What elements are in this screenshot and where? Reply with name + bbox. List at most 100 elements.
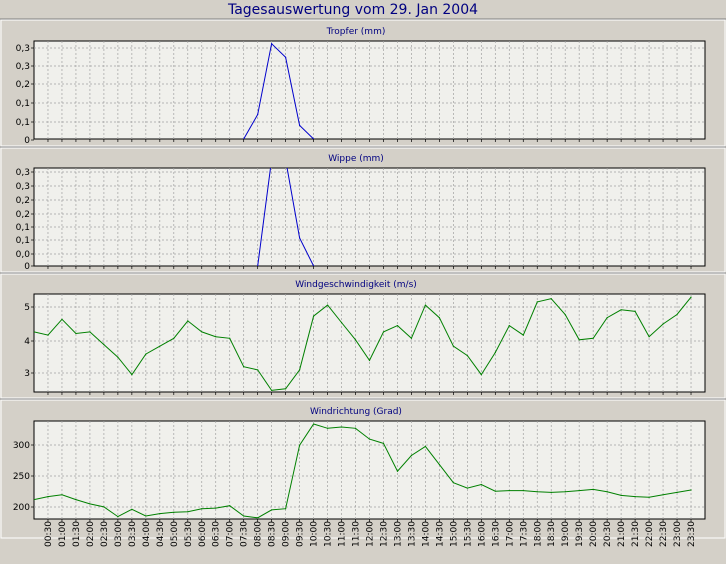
data-point [75, 332, 77, 335]
data-point [676, 491, 678, 493]
data-point [34, 331, 35, 333]
chart-title: Windgeschwindigkeit (m/s) [295, 280, 417, 290]
data-point [257, 517, 259, 519]
data-point [424, 304, 427, 306]
x-tick-label: 12:00 [366, 521, 376, 547]
data-point [173, 511, 175, 513]
data-point [145, 515, 147, 517]
data-point [368, 438, 371, 440]
data-point [271, 159, 272, 160]
data-point [466, 487, 468, 489]
data-point [424, 445, 427, 448]
panel-frame [0, 19, 726, 147]
data-point [480, 374, 482, 376]
data-point [61, 318, 63, 320]
data-point [438, 317, 440, 319]
x-tick-label: 22:30 [659, 521, 669, 547]
x-tick-label: 09:30 [296, 521, 306, 547]
chart-title: Wippe (mm) [328, 154, 384, 164]
data-point [103, 506, 105, 508]
x-tick-label: 17:00 [505, 521, 515, 547]
x-tick-label: 16:00 [477, 521, 487, 547]
y-tick-label: 0,1 [16, 118, 30, 128]
data-point [271, 43, 273, 45]
data-point [215, 336, 217, 338]
y-tick-label: 200 [13, 503, 30, 513]
data-point [452, 482, 454, 484]
data-point [396, 325, 399, 327]
y-tick-label: 300 [13, 441, 30, 451]
x-tick-label: 18:30 [547, 521, 557, 547]
x-tick-label: 10:00 [310, 521, 320, 547]
data-point [285, 56, 287, 58]
data-point [117, 515, 119, 518]
x-tick-label: 05:30 [184, 521, 194, 547]
y-tick-label: 0,0 [16, 250, 31, 260]
x-tick-label: 20:30 [603, 521, 613, 547]
data-point [326, 427, 329, 429]
data-point [299, 237, 301, 239]
data-point [299, 444, 301, 446]
x-tick-label: 06:00 [198, 521, 208, 547]
x-tick-label: 01:30 [72, 521, 82, 547]
x-tick-label: 15:30 [463, 521, 473, 547]
data-point [257, 113, 259, 116]
data-point [285, 508, 287, 510]
data-point [312, 423, 315, 425]
panel-frame [0, 273, 726, 399]
x-tick-label: 13:00 [394, 521, 404, 547]
data-point [89, 503, 91, 505]
x-tick-label: 07:30 [240, 521, 250, 547]
x-tick-label: 00:30 [44, 521, 54, 547]
x-tick-label: 19:30 [575, 521, 585, 547]
x-tick-label: 03:30 [128, 521, 138, 547]
data-point [438, 463, 440, 466]
data-point [229, 505, 231, 507]
y-tick-label: 3 [24, 369, 30, 379]
data-point [676, 313, 678, 316]
y-tick-label: 4 [24, 337, 30, 347]
x-tick-label: 05:00 [170, 521, 180, 547]
data-point [354, 427, 357, 429]
x-tick-label: 20:00 [589, 521, 599, 547]
x-tick-label: 13:30 [407, 521, 417, 547]
y-tick-label: 5 [24, 303, 30, 313]
y-tick-label: 0 [24, 136, 30, 146]
x-tick-label: 23:30 [687, 521, 697, 547]
x-tick-label: 11:30 [352, 521, 362, 547]
data-point [410, 454, 413, 457]
chart-panel-2: Wippe (mm) 0 0,0 0,1 0,1 0,2 0,2 0,3 0,3 [0, 146, 726, 273]
data-point [89, 331, 91, 333]
data-point [201, 508, 203, 510]
data-point [606, 491, 608, 493]
x-tick-label: 17:30 [519, 521, 529, 547]
data-point [382, 331, 385, 333]
series-line [34, 296, 692, 391]
y-tick-label: 0,1 [16, 223, 30, 233]
data-point [215, 507, 217, 509]
data-point [187, 511, 189, 513]
data-point [61, 494, 63, 496]
data-point [271, 389, 273, 392]
data-point [103, 343, 105, 346]
data-point [550, 298, 552, 300]
data-point [494, 351, 496, 354]
chart-title: Tropfer (mm) [326, 27, 386, 37]
data-point [243, 515, 245, 517]
data-point [564, 491, 566, 493]
y-tick-label: 0,3 [16, 182, 30, 192]
data-point [634, 310, 636, 312]
y-tick-label: 0,2 [16, 196, 30, 206]
data-point [145, 353, 147, 355]
x-tick-label: 23:00 [673, 521, 683, 547]
x-tick-label: 01:00 [58, 521, 68, 547]
data-point [564, 313, 566, 316]
data-point [452, 345, 454, 347]
data-point [620, 309, 622, 311]
data-point [634, 496, 636, 498]
data-point [312, 138, 315, 139]
y-tick-label: 0 [24, 262, 30, 272]
y-tick-label: 0,2 [16, 210, 30, 220]
x-tick-label: 14:30 [435, 521, 445, 547]
